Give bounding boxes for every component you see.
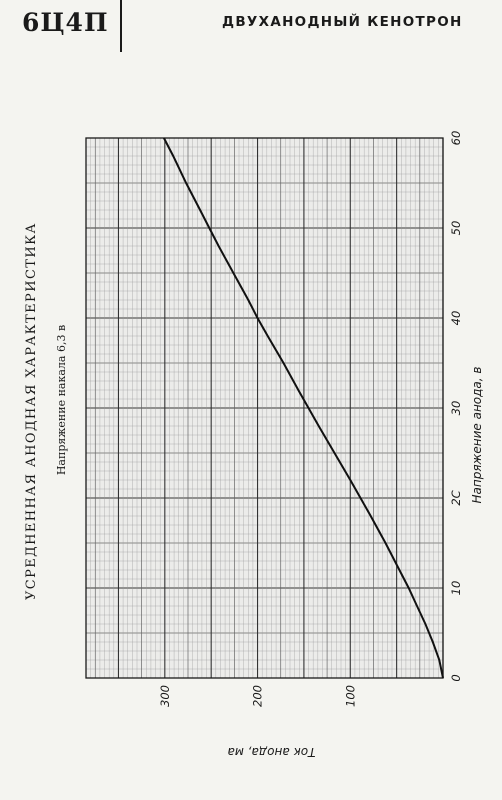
x-tick-label: 50	[449, 221, 463, 236]
page-header: 6Ц4П ДВУХАНОДНЫЙ КЕНОТРОН	[0, 0, 502, 52]
x-tick-label: 10	[449, 581, 463, 596]
y-tick-label: 100	[343, 685, 357, 707]
tube-code: 6Ц4П	[22, 8, 109, 37]
plot-frame	[85, 137, 444, 679]
series-line-0	[163, 137, 444, 679]
x-tick-label: 2С	[449, 490, 463, 505]
y-tick-label: 300	[158, 685, 172, 707]
tube-type: ДВУХАНОДНЫЙ КЕНОТРОН	[222, 14, 463, 30]
x-tick-label: 30	[449, 401, 463, 416]
x-axis-title: Напряжение анода, в	[470, 367, 484, 504]
x-tick-label: 40	[449, 311, 463, 326]
y-tick-label: 200	[251, 685, 265, 707]
header-divider	[120, 0, 122, 52]
x-tick-label: 0	[449, 674, 463, 681]
x-tick-label: 60	[449, 131, 463, 146]
y-axis-title: Ток анода, ма	[227, 745, 315, 759]
